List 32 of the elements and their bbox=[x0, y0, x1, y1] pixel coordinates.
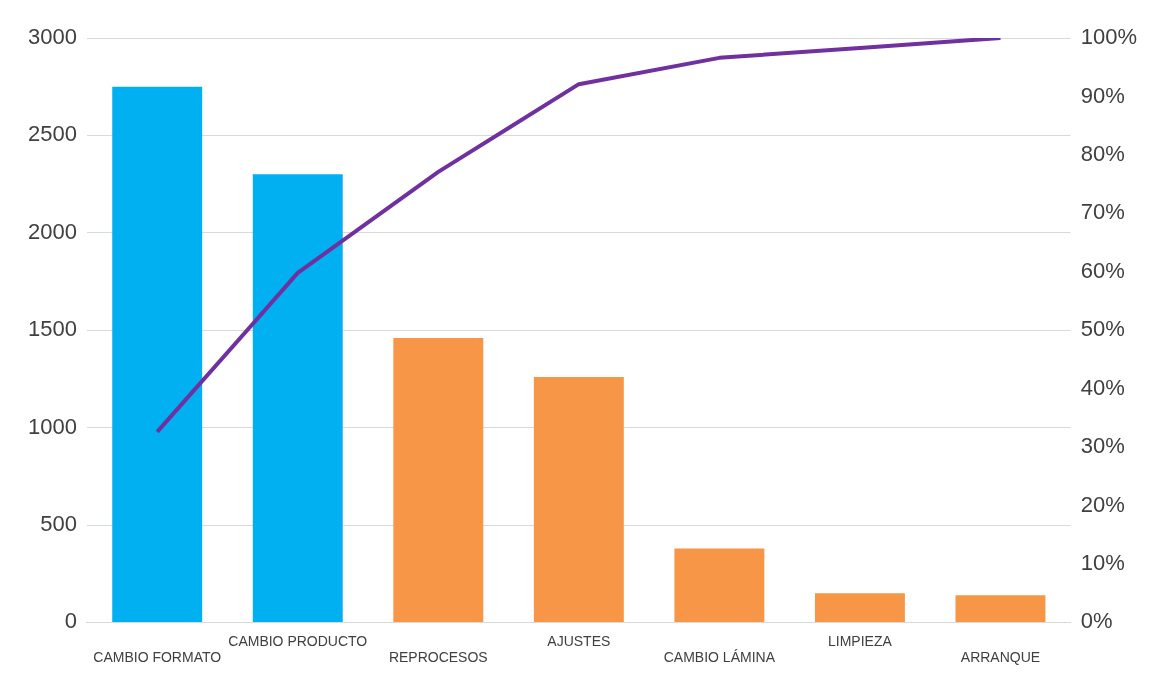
y2-tick-label: 90% bbox=[1080, 82, 1125, 108]
y2-tick-label: 60% bbox=[1080, 257, 1125, 283]
y2-tick-label: 30% bbox=[1080, 433, 1125, 459]
bar bbox=[533, 376, 624, 622]
y2-tick-label: 20% bbox=[1080, 491, 1125, 517]
bar bbox=[393, 337, 484, 622]
bar bbox=[674, 548, 765, 622]
x-tick-label: CAMBIO LÁMINA bbox=[663, 649, 776, 666]
x-tick-label: CAMBIO PRODUCTO bbox=[228, 632, 368, 649]
y2-tick-label: 40% bbox=[1080, 374, 1125, 400]
y-tick-label: 2500 bbox=[27, 121, 77, 147]
y-tick-label: 500 bbox=[40, 511, 77, 537]
y2-tick-label: 50% bbox=[1080, 316, 1125, 342]
y-tick-label: 0 bbox=[64, 608, 77, 634]
y2-tick-label: 0% bbox=[1080, 608, 1113, 634]
y-tick-label: 1000 bbox=[27, 413, 77, 439]
y-tick-label: 1500 bbox=[27, 316, 77, 342]
y2-tick-label: 80% bbox=[1080, 140, 1125, 166]
y2-tick-label: 100% bbox=[1080, 24, 1138, 50]
y2-tick-label: 70% bbox=[1080, 199, 1125, 225]
bar bbox=[252, 174, 343, 622]
bar bbox=[814, 593, 905, 622]
x-tick-label: LIMPIEZA bbox=[828, 632, 893, 649]
x-tick-label: ARRANQUE bbox=[960, 649, 1041, 666]
bar bbox=[955, 595, 1046, 622]
bar bbox=[112, 86, 203, 622]
x-tick-label: CAMBIO FORMATO bbox=[93, 649, 222, 666]
x-tick-label: AJUSTES bbox=[547, 632, 611, 649]
y-tick-label: 2000 bbox=[27, 218, 77, 244]
y-tick-label: 3000 bbox=[27, 24, 77, 50]
x-tick-label: REPROCESOS bbox=[388, 649, 488, 666]
y2-tick-label: 10% bbox=[1080, 550, 1125, 576]
